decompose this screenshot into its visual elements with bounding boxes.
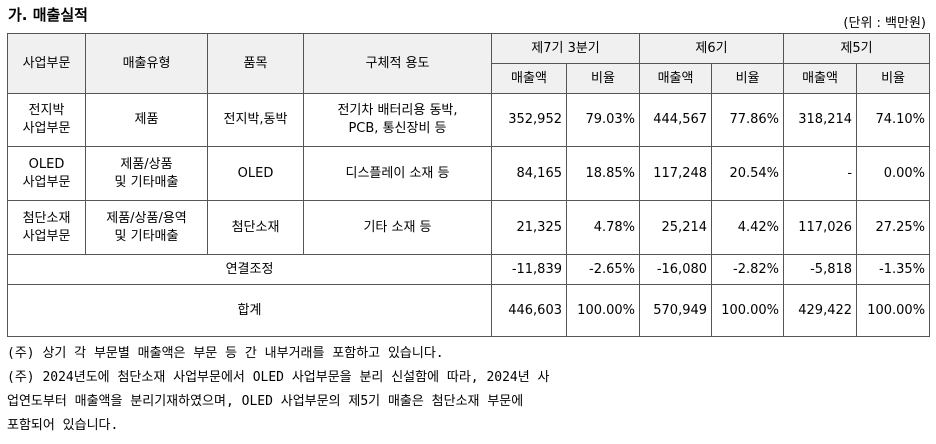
header-usage: 구체적 용도 bbox=[303, 33, 492, 94]
item-cell: 전지박,동박 bbox=[207, 93, 304, 147]
type-cell: 제품/상품/용역 및 기타매출 bbox=[85, 200, 208, 255]
segment-cell: 첨단소재 사업부문 bbox=[7, 200, 86, 255]
sales-cell: 117,248 bbox=[639, 146, 713, 201]
header-period-7: 제7기 3분기 bbox=[490, 33, 641, 64]
ratio-cell: 100.00% bbox=[856, 284, 931, 337]
ratio-cell: 100.00% bbox=[711, 284, 785, 337]
ratio-cell: -1.35% bbox=[856, 254, 931, 285]
header-period-5: 제5기 bbox=[783, 33, 931, 64]
sales-cell: -11,839 bbox=[491, 254, 567, 285]
sales-cell: 318,214 bbox=[783, 93, 858, 147]
type-cell: 제품/상품 및 기타매출 bbox=[85, 146, 208, 201]
ratio-cell: 100.00% bbox=[565, 284, 641, 337]
usage-cell: 디스플레이 소재 등 bbox=[303, 146, 492, 201]
sales-cell: -16,080 bbox=[639, 254, 713, 285]
item-cell: 첨단소재 bbox=[207, 200, 304, 255]
header-sales: 매출액 bbox=[491, 63, 567, 94]
header-ratio: 비율 bbox=[856, 63, 931, 94]
adjustment-label: 연결조정 bbox=[7, 254, 492, 285]
total-label: 합계 bbox=[7, 284, 492, 337]
header-segment: 사업부문 bbox=[7, 33, 86, 94]
sales-cell: - bbox=[783, 146, 858, 201]
header-type: 매출유형 bbox=[85, 33, 208, 94]
ratio-cell: 4.78% bbox=[565, 200, 641, 255]
header-sales: 매출액 bbox=[639, 63, 713, 94]
ratio-cell: 27.25% bbox=[856, 200, 931, 255]
header-sales: 매출액 bbox=[783, 63, 858, 94]
ratio-cell: 77.86% bbox=[711, 93, 785, 147]
ratio-cell: -2.65% bbox=[565, 254, 641, 285]
sales-cell: 570,949 bbox=[639, 284, 713, 337]
item-cell: OLED bbox=[207, 146, 304, 201]
sales-cell: 25,214 bbox=[639, 200, 713, 255]
usage-cell: 전기차 배터리용 동박, PCB, 통신장비 등 bbox=[303, 93, 492, 147]
segment-cell: OLED 사업부문 bbox=[7, 146, 86, 201]
sales-cell: 352,952 bbox=[491, 93, 567, 147]
header-item: 품목 bbox=[207, 33, 304, 94]
footnote-line: (주) 상기 각 부문별 매출액은 부문 등 간 내부거래를 포함하고 있습니다… bbox=[7, 346, 444, 361]
header-period-6: 제6기 bbox=[639, 33, 785, 64]
footnotes: (주) 상기 각 부문별 매출액은 부문 등 간 내부거래를 포함하고 있습니다… bbox=[7, 342, 607, 438]
ratio-cell: 79.03% bbox=[565, 93, 641, 147]
footnote-line: 업연도부터 매출액을 분리기재하였으며, OLED 사업부문의 제5기 매출은 … bbox=[7, 394, 524, 409]
table-row: OLED 사업부문 제품/상품 및 기타매출 OLED 디스플레이 소재 등 8… bbox=[7, 146, 931, 201]
sales-cell: -5,818 bbox=[783, 254, 858, 285]
ratio-cell: 18.85% bbox=[565, 146, 641, 201]
sales-cell: 117,026 bbox=[783, 200, 858, 255]
sales-cell: 446,603 bbox=[491, 284, 567, 337]
sales-cell: 84,165 bbox=[491, 146, 567, 201]
header-ratio: 비율 bbox=[711, 63, 785, 94]
ratio-cell: 74.10% bbox=[856, 93, 931, 147]
header-ratio: 비율 bbox=[565, 63, 641, 94]
sales-table: 사업부문 매출유형 품목 구체적 용도 제7기 3분기 제6기 제5기 매출액 … bbox=[7, 33, 931, 337]
usage-cell: 기타 소재 등 bbox=[303, 200, 492, 255]
adjustment-row: 연결조정 -11,839 -2.65% -16,080 -2.82% -5,81… bbox=[7, 254, 931, 285]
ratio-cell: 20.54% bbox=[711, 146, 785, 201]
sales-cell: 21,325 bbox=[491, 200, 567, 255]
footnote-line: (주) 2024년도에 첨단소재 사업부문에서 OLED 사업부문을 분리 신설… bbox=[7, 370, 550, 385]
table-row: 첨단소재 사업부문 제품/상품/용역 및 기타매출 첨단소재 기타 소재 등 2… bbox=[7, 200, 931, 255]
type-cell: 제품 bbox=[85, 93, 208, 147]
segment-cell: 전지박 사업부문 bbox=[7, 93, 86, 147]
section-title: 가. 매출실적 bbox=[8, 6, 88, 24]
total-row: 합계 446,603 100.00% 570,949 100.00% 429,4… bbox=[7, 284, 931, 337]
table-row: 전지박 사업부문 제품 전지박,동박 전기차 배터리용 동박, PCB, 통신장… bbox=[7, 93, 931, 147]
sales-cell: 429,422 bbox=[783, 284, 858, 337]
ratio-cell: 4.42% bbox=[711, 200, 785, 255]
ratio-cell: 0.00% bbox=[856, 146, 931, 201]
footnote-line: 포함되어 있습니다. bbox=[7, 418, 119, 433]
sales-cell: 444,567 bbox=[639, 93, 713, 147]
unit-label: (단위 : 백만원) bbox=[843, 16, 926, 31]
ratio-cell: -2.82% bbox=[711, 254, 785, 285]
